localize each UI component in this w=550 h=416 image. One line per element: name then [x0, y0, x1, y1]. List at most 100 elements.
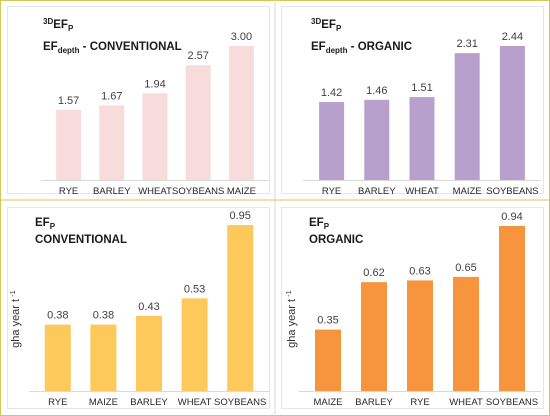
x-tick-label: SOYBEANS	[486, 186, 538, 194]
y-axis-label: gha year t -1	[284, 290, 298, 348]
bar	[99, 105, 125, 180]
x-tick-label: MAIZE	[227, 186, 256, 194]
bar	[454, 53, 480, 180]
x-tick-label: RYE	[410, 397, 429, 408]
bar	[315, 329, 341, 391]
panel-border	[7, 6, 270, 194]
data-label: 3.00	[231, 31, 252, 43]
chart-panel-3: EFP CONVENTIONAL gha year t -1 0.38 RYE 0.38 M…	[7, 207, 270, 409]
chart-title-line: EFP	[309, 217, 330, 231]
title-main: EF	[309, 217, 324, 229]
x-tick-label: BARLEY	[358, 186, 396, 194]
panel-border	[281, 207, 544, 409]
bar	[407, 280, 433, 391]
title-subscript: depth	[58, 46, 80, 55]
y-axis-label-superscript: -1	[284, 290, 293, 299]
data-label: 0.62	[363, 267, 384, 279]
data-label: 0.63	[409, 265, 430, 277]
title-main: ORGANIC	[309, 234, 363, 246]
bar	[44, 324, 71, 391]
data-label: 0.95	[229, 210, 250, 222]
title-rest: - CONVENTIONAL	[79, 41, 181, 53]
title-subscript: P	[324, 222, 330, 231]
bar	[142, 93, 168, 180]
panel-border	[281, 6, 544, 194]
x-tick-label: WHEAT	[178, 397, 212, 408]
title-main: EF	[311, 41, 326, 53]
data-label: 0.53	[184, 283, 205, 295]
data-label: 1.42	[321, 87, 342, 99]
bar	[361, 282, 387, 391]
title-subscript: P	[336, 24, 342, 33]
title-subscript: P	[68, 24, 74, 33]
bar	[181, 298, 208, 391]
data-label: 1.51	[411, 82, 432, 94]
bar	[453, 276, 479, 391]
title-main: EF	[321, 19, 336, 31]
bar	[227, 225, 254, 391]
data-label: 0.43	[138, 301, 159, 313]
title-main: CONVENTIONAL	[35, 234, 127, 246]
bar	[185, 65, 211, 180]
x-tick-label: BARLEY	[130, 397, 168, 408]
chart-title-line: EFP	[35, 217, 56, 231]
x-tick-label: BARLEY	[93, 186, 131, 194]
x-tick-label: BARLEY	[355, 397, 393, 408]
data-label: 2.57	[187, 50, 208, 62]
x-tick-label: WHEAT	[138, 186, 172, 194]
title-rest: - ORGANIC	[347, 41, 412, 53]
bar	[90, 324, 117, 391]
y-axis-label: gha year t -1	[8, 290, 22, 348]
x-tick-label: MAIZE	[453, 186, 482, 194]
x-tick-label: WHEAT	[449, 397, 483, 408]
x-tick-label: RYE	[59, 186, 78, 194]
x-tick-label: MAIZE	[313, 397, 342, 408]
chart-title-line: 3DEFP	[311, 17, 342, 33]
data-label: 1.57	[58, 95, 79, 107]
title-subscript: depth	[326, 46, 348, 55]
bar	[319, 102, 345, 180]
x-tick-label: RYE	[322, 186, 341, 194]
chart-title-line: 3DEFP	[43, 17, 74, 33]
data-label: 0.65	[455, 262, 476, 274]
bar	[56, 109, 82, 180]
bar	[409, 97, 435, 180]
data-label: 0.94	[501, 211, 522, 223]
x-tick-label: RYE	[48, 397, 67, 408]
y-axis-label-text: gha year t	[286, 299, 298, 348]
bar	[228, 46, 254, 180]
title-superscript: 3D	[43, 17, 53, 26]
x-tick-label: SOYBEANS	[172, 186, 224, 194]
data-label: 1.46	[366, 85, 387, 97]
data-label: 1.67	[101, 90, 122, 102]
title-main: EF	[35, 217, 50, 229]
panel-border	[7, 207, 270, 409]
chart-title-line: CONVENTIONAL	[35, 234, 127, 246]
x-tick-label: WHEAT	[405, 186, 439, 194]
bar	[136, 315, 162, 391]
title-main: EF	[53, 19, 68, 31]
data-label: 0.35	[317, 315, 338, 327]
data-label: 1.94	[144, 78, 165, 90]
y-axis-label-text: gha year t	[10, 299, 22, 348]
y-axis-label-superscript: -1	[8, 290, 17, 299]
data-label: 2.44	[502, 31, 523, 43]
x-tick-label: SOYBEANS	[486, 397, 538, 408]
title-subscript: P	[50, 222, 56, 231]
x-tick-label: SOYBEANS	[214, 397, 266, 408]
bar	[499, 46, 525, 180]
data-label: 0.38	[93, 310, 114, 322]
title-main: EF	[43, 41, 58, 53]
bar	[499, 226, 525, 391]
chart-title-line: ORGANIC	[309, 234, 363, 246]
data-label: 2.31	[456, 38, 477, 50]
x-tick-label: MAIZE	[89, 397, 118, 408]
chart-panel-4: EFP ORGANIC gha year t -1 0.35 MAIZE 0.62 BARL…	[281, 207, 544, 409]
chart-title-line: EFdepth - CONVENTIONAL	[43, 41, 182, 55]
title-superscript: 3D	[311, 17, 321, 26]
chart-title-line: EFdepth - ORGANIC	[311, 41, 412, 55]
bar	[364, 99, 390, 180]
